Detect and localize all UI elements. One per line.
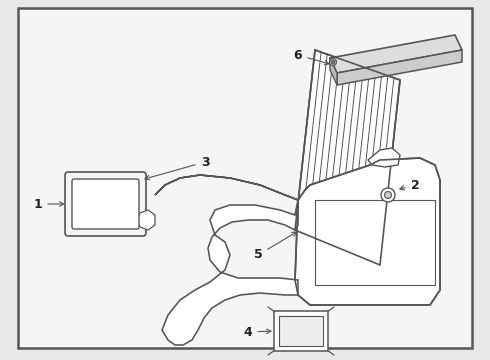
Text: 4: 4: [244, 325, 271, 338]
Polygon shape: [155, 175, 298, 345]
Polygon shape: [330, 35, 462, 73]
Polygon shape: [295, 50, 400, 265]
Polygon shape: [137, 210, 155, 230]
Polygon shape: [315, 200, 435, 285]
FancyBboxPatch shape: [72, 179, 139, 229]
Polygon shape: [337, 50, 462, 85]
Text: 2: 2: [400, 179, 419, 192]
Text: 1: 1: [34, 198, 64, 211]
Text: 6: 6: [294, 49, 329, 65]
Polygon shape: [330, 58, 337, 85]
FancyBboxPatch shape: [18, 8, 472, 348]
Circle shape: [381, 188, 395, 202]
Circle shape: [329, 58, 337, 66]
Polygon shape: [368, 148, 400, 167]
Polygon shape: [295, 158, 440, 305]
Circle shape: [385, 192, 392, 198]
FancyBboxPatch shape: [65, 172, 146, 236]
Text: 3: 3: [145, 156, 209, 180]
Text: 5: 5: [254, 232, 296, 261]
FancyBboxPatch shape: [274, 311, 328, 351]
FancyBboxPatch shape: [279, 316, 323, 346]
Circle shape: [332, 60, 335, 63]
